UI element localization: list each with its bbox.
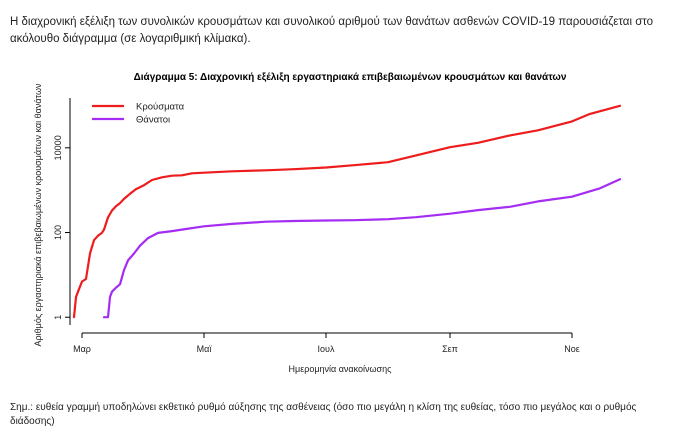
y-tick-label: 10000 <box>53 135 63 160</box>
x-tick-label: Μαϊ <box>197 344 213 354</box>
x-axis-ticks: Μαρ Μαϊ Ιουλ Σεπ Νοε <box>73 333 580 354</box>
chart-title: Διάγραμμα 5: Διαχρονική εξέλιξη εργαστηρ… <box>134 72 567 83</box>
footnote: Σημ.: ευθεία γραμμή υποδηλώνει εκθετικό … <box>10 402 637 427</box>
y-axis-ticks: 1 100 10000 <box>53 135 70 320</box>
x-tick-label: Ιουλ <box>318 344 335 354</box>
x-tick-label: Σεπ <box>442 344 458 354</box>
legend: Κρούσματα Θάνατοι <box>92 102 185 126</box>
x-tick-label: Μαρ <box>73 344 91 354</box>
legend-label: Κρούσματα <box>136 102 185 113</box>
x-axis-label: Ημερομηνία ανακοίνωσης <box>289 364 393 374</box>
legend-label: Θάνατοι <box>136 115 170 126</box>
y-axis-label: Αριθμός εργαστηριακά επιβεβαιωμένων κρου… <box>33 83 43 346</box>
y-tick-label: 100 <box>53 225 63 240</box>
intro-paragraph: Η διαχρονική εξέλιξη των συνολικών κρουσ… <box>10 16 654 45</box>
x-tick-label: Νοε <box>564 344 580 354</box>
y-tick-label: 1 <box>53 315 63 320</box>
series-line-cases <box>72 104 622 319</box>
series-group <box>72 104 622 319</box>
series-line-deaths <box>102 178 622 319</box>
